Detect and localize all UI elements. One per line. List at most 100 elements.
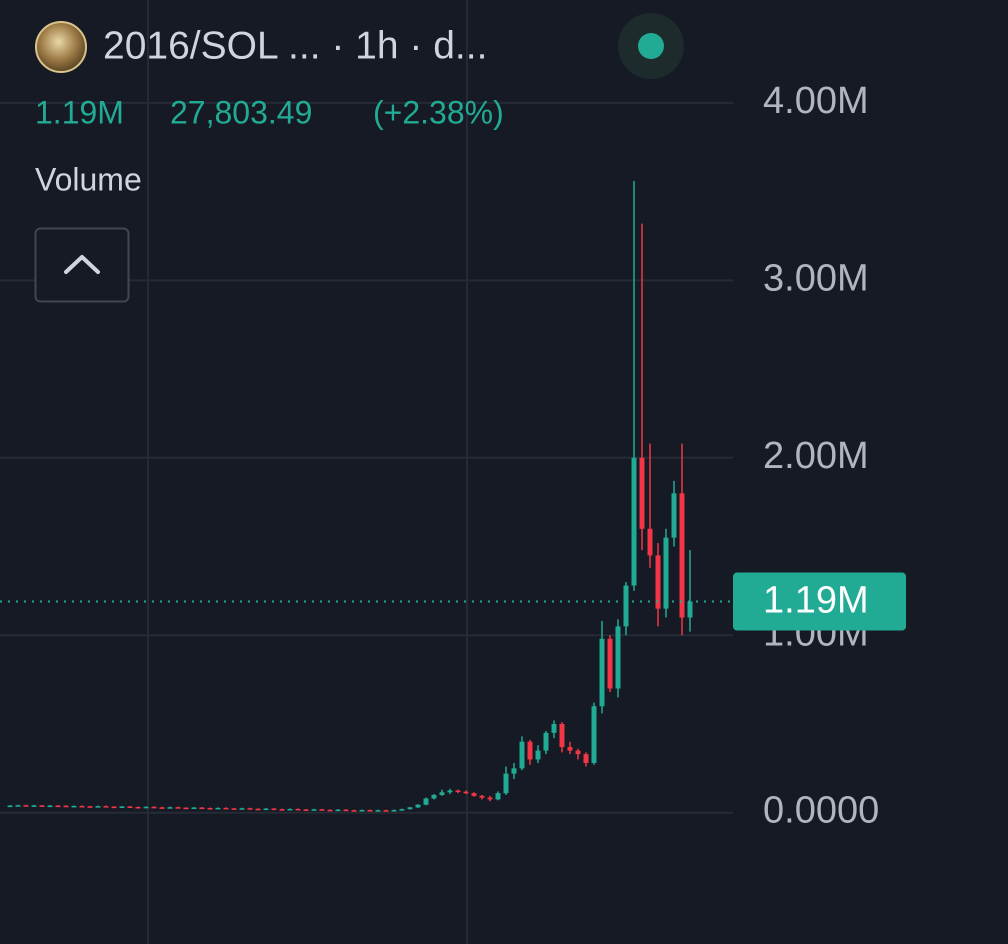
candle-body bbox=[223, 807, 229, 810]
candle-body bbox=[231, 808, 237, 810]
candle-body bbox=[167, 807, 173, 809]
last-value: 1.19M bbox=[35, 94, 124, 130]
candle-body bbox=[439, 792, 445, 795]
y-tick-label: 2.00M bbox=[763, 435, 869, 477]
candle-body bbox=[199, 807, 205, 810]
candle-body bbox=[31, 805, 37, 807]
candle-body bbox=[351, 810, 357, 812]
candle-body bbox=[383, 810, 389, 812]
candle-body bbox=[207, 808, 213, 810]
candle-body bbox=[335, 809, 341, 812]
candle-body bbox=[455, 790, 461, 793]
candle-body bbox=[111, 806, 117, 809]
candle-body bbox=[191, 807, 197, 810]
candle-body bbox=[63, 805, 69, 808]
candle-body bbox=[607, 638, 613, 689]
candle-body bbox=[359, 810, 365, 812]
candle-body bbox=[15, 805, 21, 807]
candle-body bbox=[511, 768, 517, 774]
candle-body bbox=[119, 806, 125, 808]
candle-body bbox=[687, 601, 693, 618]
last-value-badge-label: 1.19M bbox=[763, 580, 869, 622]
candle-body bbox=[135, 807, 141, 809]
candle-body bbox=[415, 804, 421, 808]
indicator-label: Volume bbox=[35, 161, 142, 197]
candle-body bbox=[407, 807, 413, 810]
candle-body bbox=[463, 791, 469, 794]
candle-body bbox=[367, 810, 373, 812]
candle-body bbox=[479, 795, 485, 798]
candle-body bbox=[143, 806, 149, 809]
candle-body bbox=[527, 741, 533, 760]
candle-body bbox=[567, 747, 573, 751]
candle-body bbox=[591, 706, 597, 764]
candle-body bbox=[95, 806, 101, 808]
candle-body bbox=[23, 805, 29, 807]
y-tick-label: 3.00M bbox=[763, 257, 869, 299]
candle-body bbox=[447, 790, 453, 793]
chevron-up bbox=[64, 255, 100, 274]
candle-body bbox=[215, 807, 221, 810]
symbol-title: 2016/SOL ... · 1h · d... bbox=[103, 24, 487, 67]
candle-body bbox=[327, 809, 333, 812]
candle-body bbox=[431, 794, 437, 799]
candle-body bbox=[55, 805, 61, 808]
candle-body bbox=[519, 741, 525, 769]
candle-body bbox=[615, 626, 621, 689]
candle-body bbox=[287, 808, 293, 811]
candle-body bbox=[127, 806, 133, 808]
candle-body bbox=[423, 798, 429, 805]
change: (+2.38%) bbox=[373, 94, 504, 130]
candle-body bbox=[647, 528, 653, 556]
candle-body bbox=[303, 809, 309, 811]
candles bbox=[7, 180, 693, 812]
last-value-badge bbox=[733, 572, 906, 631]
candle-body bbox=[495, 793, 501, 800]
candle-body bbox=[375, 810, 381, 812]
candle-body bbox=[631, 457, 637, 586]
candle-body bbox=[639, 457, 645, 529]
candle-body bbox=[255, 808, 261, 811]
candle-body bbox=[159, 807, 165, 809]
y-tick-label: 0.0000 bbox=[763, 790, 879, 832]
candle-body bbox=[239, 808, 245, 810]
candle-body bbox=[263, 808, 269, 811]
status-dot bbox=[638, 33, 664, 59]
candle-body bbox=[503, 773, 509, 794]
candle-body bbox=[87, 806, 93, 808]
candle-body bbox=[183, 807, 189, 810]
candle-body bbox=[487, 797, 493, 800]
candle-body bbox=[623, 585, 629, 627]
candle-body bbox=[71, 805, 77, 808]
candle-body bbox=[79, 805, 85, 808]
candle-body bbox=[671, 493, 677, 538]
coin-icon bbox=[35, 21, 87, 73]
candle-body bbox=[543, 732, 549, 751]
collapse-button[interactable] bbox=[34, 227, 130, 303]
candle-body bbox=[343, 809, 349, 812]
candle-body bbox=[311, 809, 317, 811]
candle-body bbox=[599, 638, 605, 707]
header: 2016/SOL ... · 1h · d... 1.19M 27,803.49… bbox=[34, 13, 684, 303]
grid bbox=[0, 0, 733, 944]
candle-body bbox=[663, 537, 669, 609]
candle-body bbox=[559, 723, 565, 748]
candle-body bbox=[399, 809, 405, 811]
candle-body bbox=[39, 805, 45, 807]
candle-body bbox=[391, 810, 397, 812]
candle-body bbox=[679, 493, 685, 618]
candle-body bbox=[319, 809, 325, 811]
candle-body bbox=[471, 793, 477, 796]
candle-body bbox=[295, 808, 301, 811]
candle-body bbox=[47, 805, 53, 808]
candle-body bbox=[535, 750, 541, 760]
candle-body bbox=[575, 750, 581, 755]
candle-body bbox=[151, 806, 157, 809]
candle-body bbox=[551, 723, 557, 733]
price: 27,803.49 bbox=[170, 94, 312, 130]
candle-body bbox=[247, 808, 253, 810]
candle-body bbox=[279, 809, 285, 811]
collapse-button-box[interactable] bbox=[34, 227, 130, 303]
